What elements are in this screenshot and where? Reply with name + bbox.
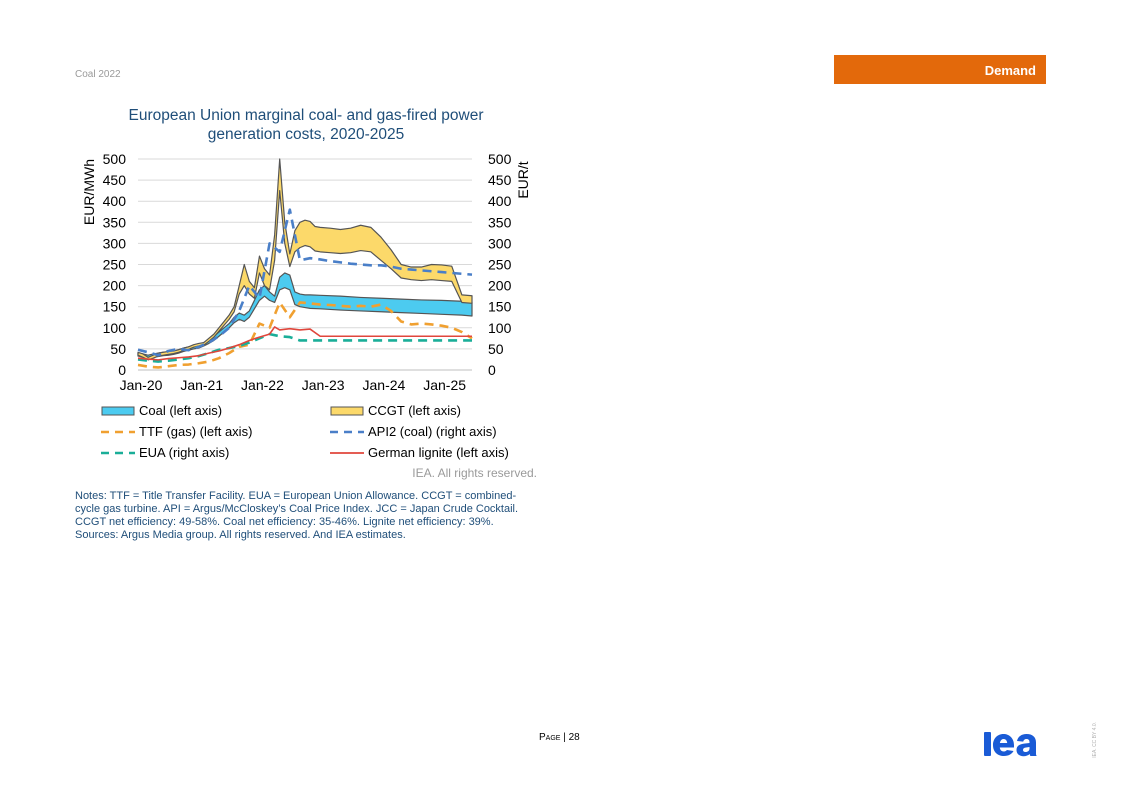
page-number: Page | 28 [539,732,580,743]
y-axis-label-right: EUR/t [515,161,531,198]
y-tick-right-450: 450 [488,172,512,188]
section-banner: Demand [834,55,1046,84]
y-tick-left-350: 350 [103,214,127,230]
chart-credit: IEA. All rights reserved. [412,466,537,480]
y-tick-left-150: 150 [103,299,127,315]
series-lignite [137,326,472,361]
iea-logo: iea [984,732,1037,757]
notes-text: Notes: TTF = Title Transfer Facility. EU… [75,490,519,528]
series-ttf [137,301,473,369]
y-tick-right-350: 350 [488,214,512,230]
y-tick-right-300: 300 [488,235,512,251]
x-tick-jan-22: Jan-22 [241,377,284,393]
page-label: Page [539,732,561,743]
page-value: 28 [568,732,580,743]
x-tick-jan-25: Jan-25 [423,377,466,393]
y-tick-left-300: 300 [103,235,127,251]
page-separator: | [563,732,566,743]
legend-label-api2: API2 (coal) (right axis) [368,424,497,439]
legend-label-ttf: TTF (gas) (left axis) [139,424,253,439]
series-api2 [137,208,473,357]
legend-ttf: TTF (gas) (left axis) [101,424,252,439]
legend-label-coal: Coal (left axis) [139,403,223,418]
x-tick-jan-23: Jan-23 [302,377,345,393]
x-tick-jan-20: Jan-20 [120,377,163,393]
document-title: Coal 2022 [75,69,121,80]
chart-title: European Union marginal coal- and gas-fi… [128,107,484,143]
notes-block: Notes: TTF = Title Transfer Facility. EU… [75,490,537,542]
y-tick-left-450: 450 [103,172,127,188]
band-ccgt [137,158,473,361]
legend-api2: API2 (coal) (right axis) [330,424,497,439]
legend-swatch-ccgt [330,406,364,415]
y-tick-right-200: 200 [488,278,512,294]
y-tick-left-50: 50 [110,341,126,357]
y-tick-left-100: 100 [103,320,127,336]
legend-coal: Coal (left axis) [101,403,222,418]
y-tick-left-250: 250 [103,257,127,273]
y-tick-right-500: 500 [488,151,512,167]
y-tick-right-50: 50 [488,341,504,357]
legend-lignite: German lignite (left axis) [330,445,509,460]
x-tick-jan-21: Jan-21 [180,377,223,393]
y-tick-right-250: 250 [488,257,512,273]
legend-swatch-coal [101,406,135,415]
y-tick-left-500: 500 [103,151,127,167]
y-axis-label-left: EUR/MWh [81,159,97,225]
series-eua [137,332,472,363]
legend-ccgt: CCGT (left axis) [330,403,461,418]
legend-label-eua: EUA (right axis) [139,445,230,460]
legend-swatch-api2 [330,430,364,433]
legend-swatch-lignite [330,451,364,454]
legend-swatch-ttf [101,430,135,433]
legend-swatch-eua [101,451,135,454]
legend-label-lignite: German lignite (left axis) [368,445,509,460]
y-tick-left-0: 0 [118,362,126,378]
y-tick-right-0: 0 [488,362,496,378]
sources-text: Sources: Argus Media group. All rights r… [75,529,406,541]
legend-eua: EUA (right axis) [101,445,229,460]
y-tick-left-400: 400 [103,193,127,209]
y-tick-right-100: 100 [488,320,512,336]
x-tick-jan-24: Jan-24 [363,377,406,393]
section-label: Demand [984,63,1036,78]
y-tick-left-200: 200 [103,278,127,294]
legend-label-ccgt: CCGT (left axis) [368,403,461,418]
license-text: IEA. CC BY 4.0. [1092,722,1098,758]
y-tick-right-150: 150 [488,299,512,315]
y-tick-right-400: 400 [488,193,512,209]
